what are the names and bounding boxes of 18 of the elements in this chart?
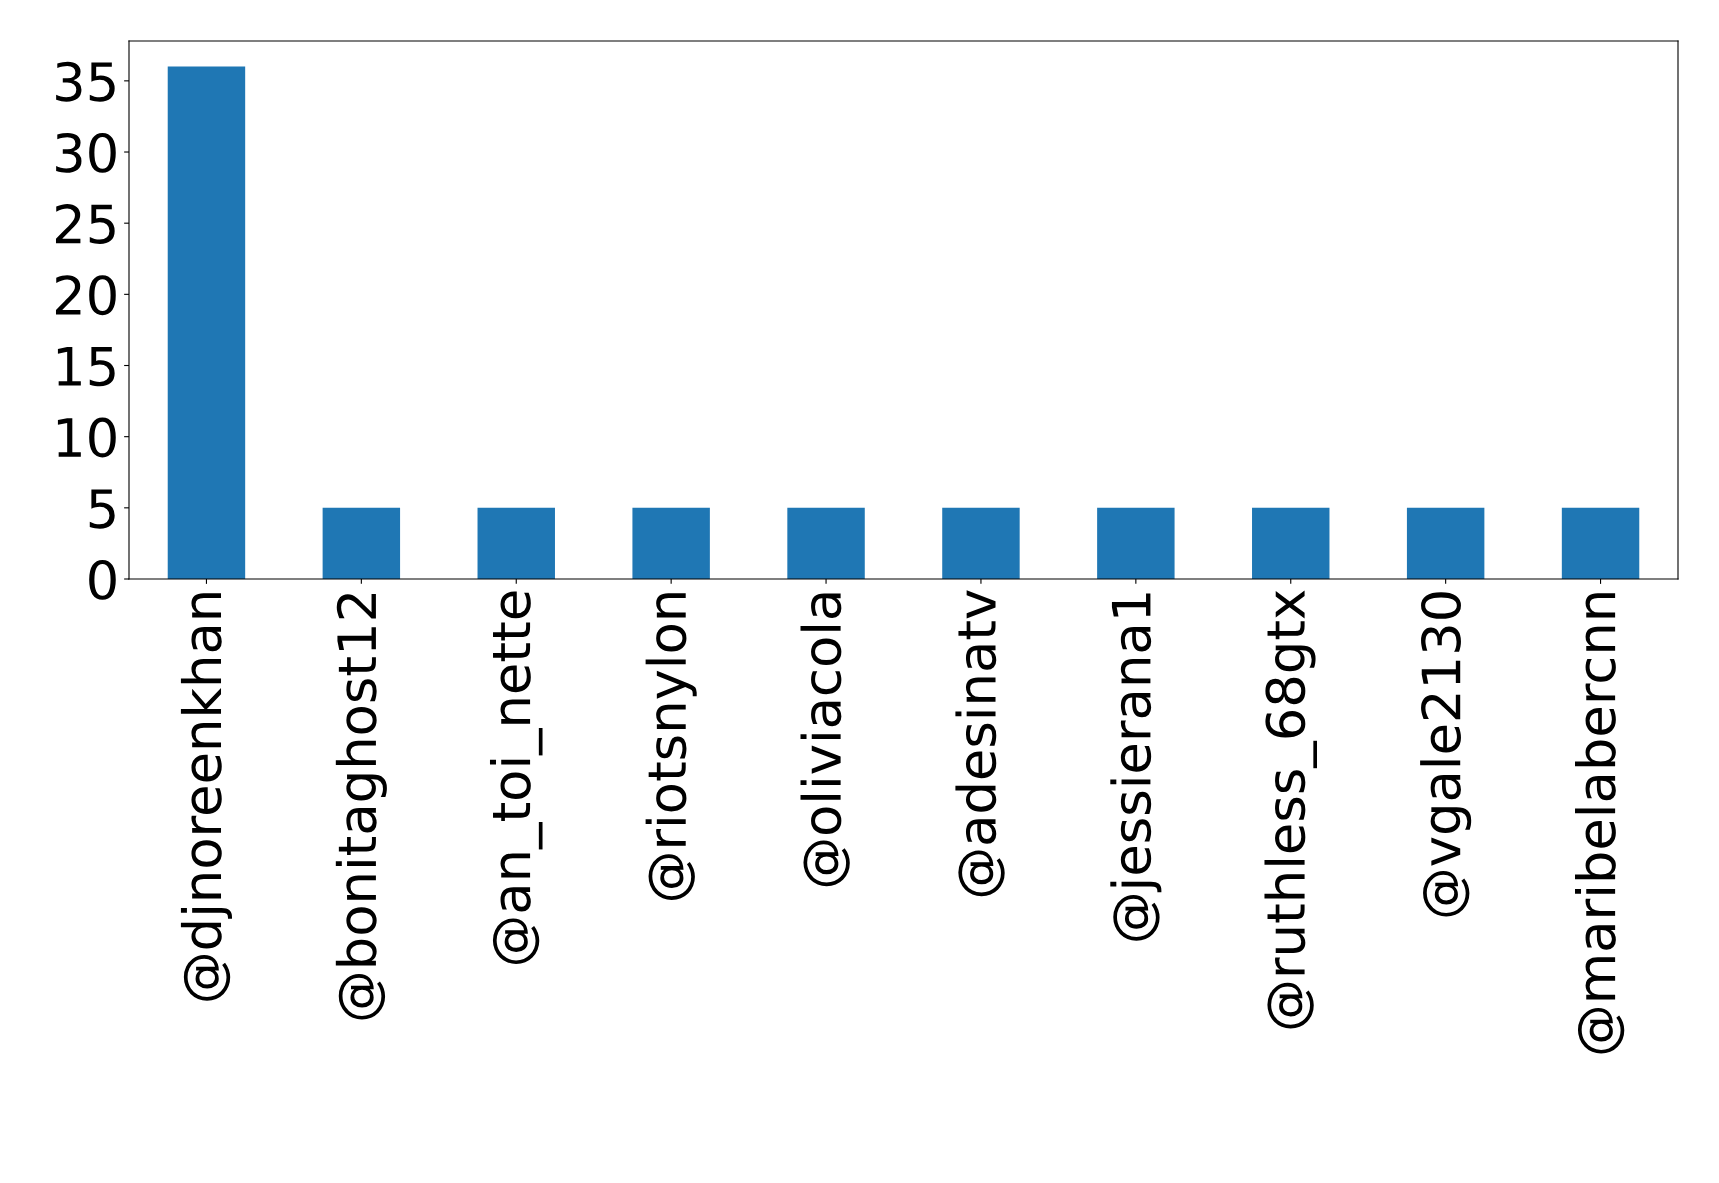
y-tick-label: 15 (57, 347, 115, 387)
x-tick-label: @adesinatv (955, 590, 1005, 897)
y-tick-label: 0 (89, 559, 116, 600)
y-tick-label: 20 (55, 275, 116, 316)
x-tick-label: @ruthless_68gtx (1264, 590, 1318, 1029)
x-tick-label: @jessierana1 (1110, 593, 1162, 941)
x-tick-label: @an_toi_nette (489, 591, 543, 965)
y-tick-label: 5 (89, 489, 115, 529)
y-tick-label: 30 (56, 132, 116, 173)
x-tick-label: @riotsnylon (645, 593, 697, 900)
y-tick-label: 35 (56, 61, 115, 102)
x-tick-label: @djnoreenkhan (180, 593, 232, 1001)
y-tick-label: 25 (55, 204, 115, 244)
x-tick-label: @vgale2130 (1420, 592, 1472, 917)
x-tick-label: @oliviacola (800, 593, 850, 887)
x-tick-label: @bonitaghost12 (335, 594, 387, 1020)
x-tick-label: @maribelabercnn (1575, 593, 1625, 1054)
y-tick-label: 10 (57, 417, 116, 458)
